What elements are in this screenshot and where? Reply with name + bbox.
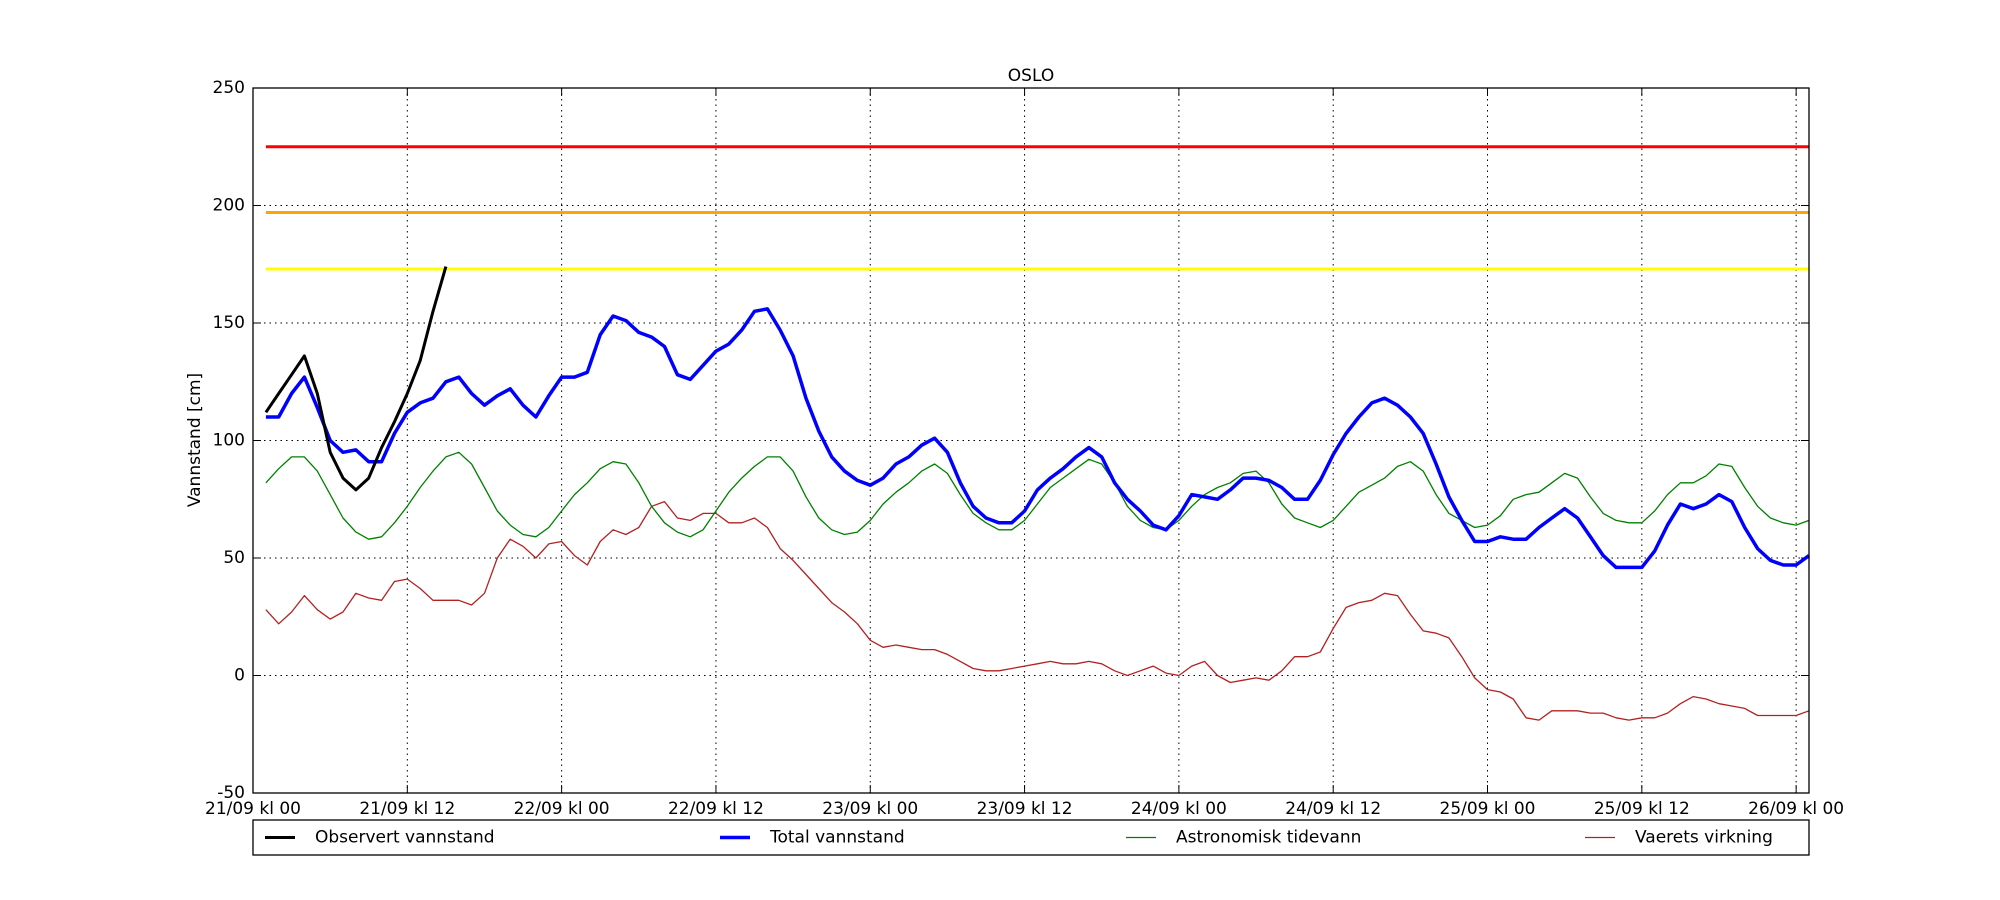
series-line: [265, 451, 1810, 540]
x-tick-label: 23/09 kl 00: [822, 799, 918, 819]
x-tick-label: 22/09 kl 00: [514, 799, 610, 819]
y-tick-label: 100: [213, 431, 245, 451]
series-line: [265, 500, 1810, 721]
x-tick-label: 22/09 kl 12: [668, 799, 764, 819]
y-axis-label: Vannstand [cm]: [185, 373, 205, 507]
legend-label: Vaerets virkning: [1635, 828, 1773, 848]
y-tick-label: 200: [213, 196, 245, 216]
y-tick-label: 150: [213, 313, 245, 333]
x-tick-label: 23/09 kl 12: [977, 799, 1073, 819]
y-tick-label: -50: [217, 783, 245, 803]
x-tick-label: 24/09 kl 12: [1285, 799, 1381, 819]
x-tick-label: 21/09 kl 00: [205, 799, 301, 819]
x-tick-label: 21/09 kl 12: [359, 799, 455, 819]
series-line: [265, 307, 1811, 570]
series-line: [264, 266, 448, 492]
legend-label: Astronomisk tidevann: [1176, 828, 1361, 848]
chart-title: OSLO: [1008, 66, 1054, 86]
x-tick-label: 25/09 kl 12: [1594, 799, 1690, 819]
x-tick-label: 26/09 kl 00: [1748, 799, 1844, 819]
y-tick-label: 250: [213, 78, 245, 98]
legend-label: Observert vannstand: [315, 828, 495, 848]
plot-frame: [252, 87, 1810, 794]
y-tick-label: 0: [234, 666, 245, 686]
legend-box: [252, 819, 1810, 856]
legend-label: Total vannstand: [769, 828, 905, 848]
y-tick-label: 50: [223, 548, 245, 568]
x-tick-label: 25/09 kl 00: [1440, 799, 1536, 819]
x-tick-label: 24/09 kl 00: [1131, 799, 1227, 819]
